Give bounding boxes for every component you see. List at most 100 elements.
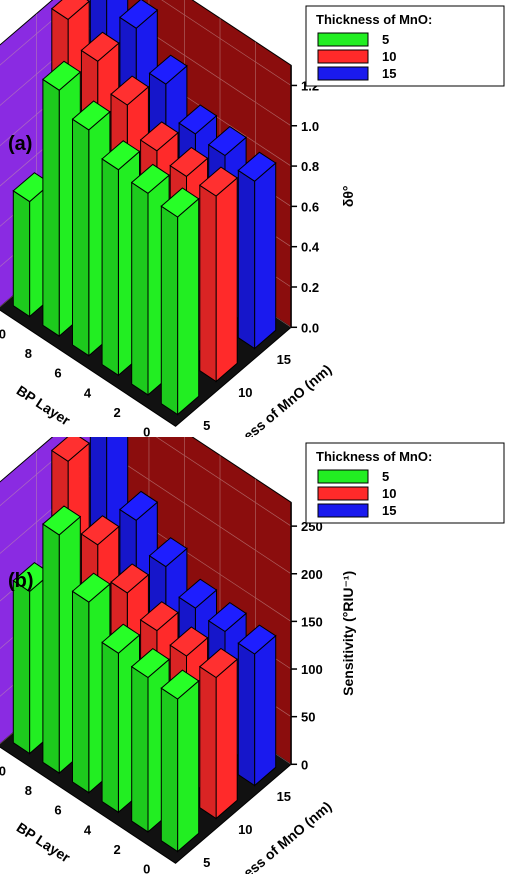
- chart-a-x-axis-title: BP Layer: [14, 382, 74, 429]
- chart-a-legend-swatch-5: [317, 32, 369, 47]
- chart-a-legend-label-5: 5: [382, 32, 389, 47]
- chart-a-z-tick: 0.4: [301, 240, 320, 255]
- chart-a-x-tick: 6: [54, 366, 61, 381]
- chart-b-x-tick: 8: [25, 783, 32, 798]
- chart-a-bar-top: [178, 104, 218, 135]
- chart-a-legend-title: Thickness of MnO:: [316, 12, 432, 27]
- chart-b-bar-top: [42, 505, 82, 536]
- chart-b-bar-top: [50, 437, 91, 462]
- chart-b-bar-side: [131, 665, 149, 833]
- chart-a-bar-side: [160, 205, 179, 416]
- chart-a-bar-side: [237, 169, 256, 350]
- chart-a-bar-top: [71, 100, 111, 131]
- chart-a-bar-front: [177, 197, 200, 416]
- chart-a-x-tick: 10: [0, 327, 6, 342]
- chart-b-legend-swatch-15: [317, 503, 369, 518]
- chart-b-bar-side: [199, 665, 217, 820]
- chart-a-x-tick: 0: [143, 425, 150, 438]
- chart-a-bar-side: [12, 189, 31, 318]
- chart-b-bar-front: [254, 634, 277, 787]
- chart-a-x-tick: 4: [84, 385, 92, 400]
- chart-a-legend-label-10: 10: [382, 49, 396, 64]
- chart-b-y-tick: 15: [277, 789, 291, 804]
- chart-a-svg: 1086420510150.00.20.40.60.81.01.2BP Laye…: [0, 0, 505, 437]
- chart-a-legend: Thickness of MnO: 5 10 15: [305, 5, 505, 87]
- chart-b-bar-top: [207, 601, 247, 633]
- chart-b-bar-top: [139, 601, 179, 632]
- chart-a-bar-side: [42, 78, 60, 338]
- chart-a-bar-side: [131, 181, 149, 396]
- chart-b-bar-top: [160, 669, 200, 700]
- chart-a-z-tick: 0.0: [301, 320, 319, 335]
- chart-a-bar-side: [101, 157, 119, 377]
- chart-b-bar-top: [198, 647, 239, 679]
- chart-b-legend-label-10: 10: [382, 486, 396, 501]
- chart-b-bar-top: [148, 537, 188, 568]
- chart-a-x-tick: 2: [114, 405, 121, 420]
- chart-a-bar-top: [119, 0, 159, 29]
- chart-panel-a: 1086420510150.00.20.40.60.81.01.2BP Laye…: [0, 0, 505, 437]
- chart-a-bar-front: [254, 161, 277, 350]
- chart-b-bar-side: [42, 523, 60, 775]
- chart-a-bar-mno15-bp0: [237, 151, 277, 350]
- chart-b-legend-title: Thickness of MnO:: [316, 449, 432, 464]
- chart-b-bar-mno5-bp0: [160, 669, 200, 853]
- chart-b-x-tick: 10: [0, 764, 6, 779]
- chart-b-x-tick: 6: [54, 803, 61, 818]
- chart-a-bars: [12, 0, 277, 416]
- chart-a-bar-top: [139, 121, 179, 152]
- chart-a-y-tick: 5: [203, 418, 210, 433]
- chart-a-bar-top: [130, 163, 170, 194]
- chart-b-bars: [12, 437, 277, 853]
- chart-b-bar-front: [177, 679, 200, 853]
- chart-a-bar-side: [199, 184, 217, 383]
- chart-a-bar-mno5-bp0: [160, 187, 200, 416]
- chart-b-z-tick: 100: [301, 662, 323, 677]
- chart-a-z-tick: 1.0: [301, 119, 319, 134]
- chart-a-z-tick: 0.8: [301, 159, 319, 174]
- chart-a-x-tick: 8: [25, 346, 32, 361]
- chart-b-legend-label-15: 15: [382, 503, 396, 518]
- chart-b-bar-mno10-bp0: [198, 647, 239, 820]
- chart-a-z-tick: 0.6: [301, 199, 319, 214]
- chart-b-z-tick: 150: [301, 614, 323, 629]
- chart-a-bar-front: [215, 176, 238, 383]
- chart-b-legend-swatch-10: [317, 486, 369, 501]
- chart-b-x-axis-title: BP Layer: [14, 819, 74, 866]
- chart-b-bar-top: [101, 623, 141, 654]
- chart-b-bar-mno15-bp0: [237, 624, 277, 787]
- chart-b-z-tick: 0: [301, 757, 308, 772]
- chart-b-bar-top: [237, 624, 277, 655]
- chart-b-y-tick: 10: [238, 822, 252, 837]
- chart-b-svg: 108642051015050100150200250BP LayerThick…: [0, 437, 505, 874]
- chart-b-bar-top: [169, 626, 209, 657]
- chart-a-bar-top: [237, 151, 277, 182]
- chart-b-legend: Thickness of MnO: 5 10 15: [305, 442, 505, 524]
- chart-a-panel-label: (a): [8, 133, 32, 155]
- chart-a-bar-top: [101, 140, 141, 171]
- chart-a-z-axis-title: δθ°: [340, 185, 356, 207]
- chart-a-legend-swatch-10: [317, 49, 369, 64]
- chart-b-x-tick: 2: [114, 842, 121, 857]
- chart-b-bar-side: [12, 579, 31, 755]
- chart-b-x-tick: 4: [84, 822, 92, 837]
- chart-a-legend-label-15: 15: [382, 66, 396, 81]
- chart-b-y-tick: 5: [203, 855, 210, 870]
- chart-b-bar-side: [237, 642, 256, 787]
- chart-a-bar-top: [42, 60, 82, 91]
- chart-b-bar-top: [110, 563, 150, 594]
- chart-a-bar-top: [198, 166, 239, 197]
- chart-a-bar-mno10-bp0: [198, 166, 239, 383]
- chart-a-y-tick: 10: [238, 385, 252, 400]
- chart-a-bar-top: [50, 0, 91, 21]
- chart-b-bar-top: [178, 578, 218, 609]
- chart-a-bar-top: [169, 146, 209, 178]
- chart-b-bar-top: [71, 572, 111, 603]
- chart-a-bar-top: [148, 54, 188, 85]
- chart-b-x-tick: 0: [143, 862, 150, 874]
- chart-a-z-tick: 0.2: [301, 280, 319, 295]
- chart-a-y-tick: 15: [277, 352, 291, 367]
- chart-b-z-tick: 50: [301, 710, 315, 725]
- chart-b-legend-label-5: 5: [382, 469, 389, 484]
- chart-a-bar-top: [80, 31, 120, 62]
